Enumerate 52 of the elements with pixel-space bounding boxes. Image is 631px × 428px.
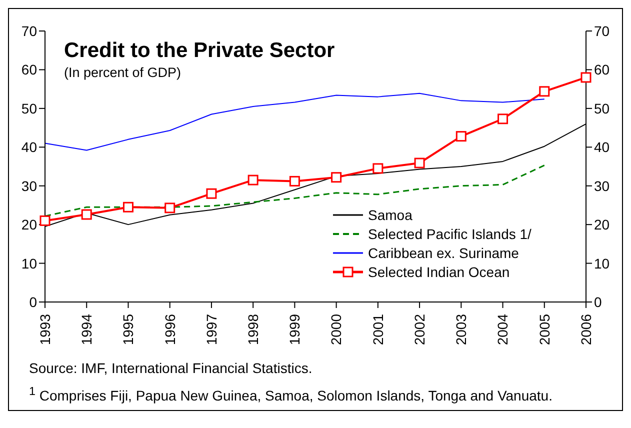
y-tick-label: 30 <box>21 178 38 194</box>
x-tick-label: 1996 <box>162 314 178 346</box>
point <box>122 202 134 212</box>
chart-title: Credit to the Private Sector <box>64 39 335 63</box>
point <box>414 158 425 168</box>
y2-tick-label: 20 <box>594 216 610 233</box>
x-tick-label: 1993 <box>36 314 53 346</box>
legend-label: Selected Indian Ocean <box>368 264 510 280</box>
point <box>81 209 92 220</box>
point <box>539 86 550 97</box>
x-tick-label: 2003 <box>453 314 470 346</box>
legend-label: Samoa <box>368 206 412 222</box>
point <box>498 114 508 124</box>
x-tick-label: 2000 <box>328 314 344 346</box>
source-note: Source: IMF, International Financial Statistics. <box>29 359 314 378</box>
y-tick-label: 50 <box>21 100 38 116</box>
y2-tick-label: 40 <box>594 139 610 156</box>
legend-label: Selected Pacific Islands 1/ <box>368 226 532 242</box>
y2-tick-label: 60 <box>594 62 610 78</box>
y2-tick-label: 10 <box>594 255 610 272</box>
y2-tick-label: 70 <box>594 22 610 39</box>
y-tick-label: 70 <box>21 22 38 39</box>
point <box>289 176 300 186</box>
y-tick-label: 60 <box>21 62 38 78</box>
line-series <box>44 92 545 151</box>
legend-label: Caribbean ex. Suriname <box>368 244 519 260</box>
point <box>248 174 258 186</box>
x-tick-label: 1998 <box>245 314 262 346</box>
x-tick-label: 2006 <box>578 314 594 346</box>
text: $^{1}$ Comprises Fiji, Papua New Guinea, Samoa, Solomon Islands, Tonga and Vanuatu. <box>29 384 554 406</box>
point <box>580 72 592 83</box>
point <box>206 188 217 199</box>
y2-tick-label: 30 <box>594 178 610 194</box>
y-tick-label: 20 <box>21 216 38 233</box>
y2-tick-label: 50 <box>594 100 610 116</box>
y-tick-label: 10 <box>21 255 38 272</box>
x-tick-label: 2001 <box>370 314 386 346</box>
x-tick-label: 1994 <box>78 314 95 346</box>
x-tick-label: 1997 <box>203 314 220 346</box>
x-tick-label: 2005 <box>536 314 552 346</box>
point <box>372 163 384 174</box>
x-tick-label: 2002 <box>411 314 428 346</box>
point <box>164 202 176 214</box>
y2-tick-label: 0 <box>594 294 602 310</box>
x-tick-label: 1999 <box>286 314 303 346</box>
x-tick-label: 1995 <box>120 314 136 346</box>
y-tick-label: 40 <box>21 139 38 156</box>
x-tick-label: 2004 <box>494 314 511 346</box>
text: (In percent of GDP) <box>64 65 182 80</box>
point <box>456 131 466 142</box>
y-tick-label: 0 <box>29 294 38 310</box>
point <box>331 172 342 183</box>
